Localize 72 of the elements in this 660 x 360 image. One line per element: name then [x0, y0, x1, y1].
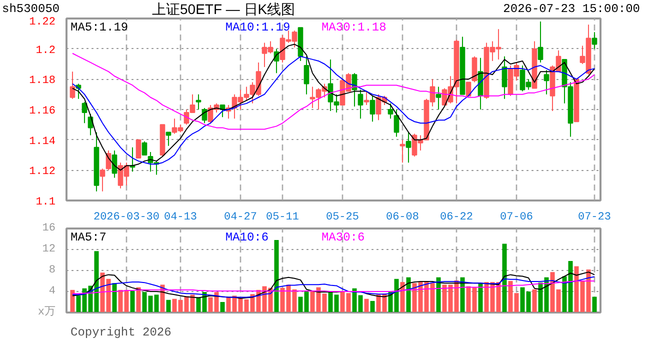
y-tick-label: 12 [42, 244, 56, 256]
text: 2026-07-23 15:00:00 [503, 1, 640, 17]
candlestick [466, 82, 472, 96]
candlestick [400, 139, 406, 164]
text: Copyright 2026 [70, 326, 172, 340]
bar [274, 240, 279, 312]
bar [112, 283, 117, 312]
line-series [72, 280, 595, 294]
bar [70, 290, 75, 312]
text: MA5:7 [70, 230, 107, 244]
candlestick [358, 89, 364, 120]
bar [436, 277, 441, 312]
x-tick-label: 2026-03-30 [93, 212, 160, 224]
y-tick-label: 4 [48, 286, 56, 298]
y-tick-label: x万 [38, 306, 56, 318]
bar [502, 244, 507, 312]
chart-title: 上证50ETF — 日K线图 [152, 1, 296, 17]
text: MA30:1.18 [321, 20, 386, 34]
bar [592, 296, 597, 312]
bar [220, 302, 225, 312]
candlestick [394, 109, 400, 138]
candlestick [388, 102, 394, 120]
x-tick-label: 06-08 [386, 212, 420, 224]
candlestick [100, 168, 106, 192]
candlestick [196, 94, 202, 110]
bar [370, 300, 375, 312]
y-tick-label: 1.16 [29, 106, 56, 118]
candlestick [70, 71, 76, 100]
x-tick-label: 07-23 [578, 212, 612, 224]
x-tick-label: 07-06 [500, 212, 534, 224]
bar [406, 277, 411, 312]
bar [130, 290, 135, 312]
y-tick-label: 1.12 [29, 166, 56, 178]
x-tick-label: 05-25 [326, 212, 360, 224]
candlestick [370, 95, 376, 122]
candlestick [304, 56, 310, 95]
candlestick [436, 86, 442, 110]
candlestick [502, 56, 508, 100]
x-tick-label: 04-27 [224, 212, 258, 224]
text: MA5:1.19 [70, 20, 128, 34]
bar [136, 287, 141, 312]
y-tick-label: 1.2 [36, 44, 56, 57]
y-tick-label: 1.18 [29, 75, 56, 88]
y-tick-label: 8 [48, 264, 56, 276]
line-series [72, 272, 595, 299]
candlestick [136, 139, 142, 159]
candlestick [166, 132, 172, 146]
x-tick-label: 04-13 [164, 212, 198, 224]
candlestick [364, 90, 370, 106]
bar [478, 283, 483, 312]
bar [166, 300, 171, 312]
text: sh530050 [2, 1, 61, 17]
text: MA10:1.19 [225, 20, 290, 34]
y-tick-label: 16 [42, 222, 56, 234]
candlestick [142, 140, 148, 156]
candlestick [538, 21, 544, 63]
line-series [72, 276, 595, 298]
y-tick-label: 1.1 [36, 196, 56, 208]
y-tick-label: 1.22 [29, 16, 56, 28]
x-tick-label: 05-11 [266, 212, 300, 224]
candlestick [406, 132, 412, 164]
bar [532, 289, 537, 312]
text: MA30:6 [321, 230, 365, 244]
bar [460, 277, 465, 312]
x-tick-label: 06-22 [440, 212, 474, 224]
bar [400, 282, 405, 312]
y-tick-label: 1.14 [29, 136, 56, 148]
candlestick [592, 32, 598, 50]
bar [364, 298, 369, 312]
candlestick [544, 70, 550, 95]
text: MA10:6 [225, 230, 269, 244]
line-series [72, 52, 595, 130]
